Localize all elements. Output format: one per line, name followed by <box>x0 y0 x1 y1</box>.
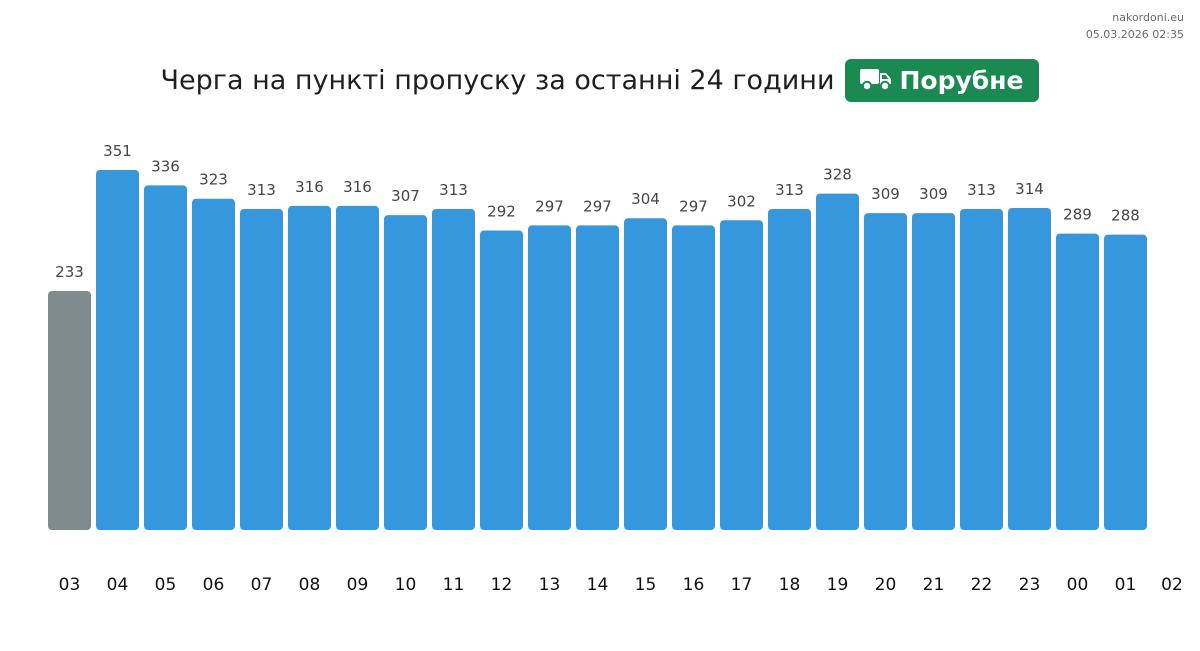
bar-value-label: 233 <box>55 263 84 281</box>
truck-icon <box>859 69 891 92</box>
bar-value-label: 313 <box>247 181 276 199</box>
bar-value-label: 288 <box>1111 207 1140 225</box>
bar-value-label: 314 <box>1015 180 1044 198</box>
bar-19 <box>816 193 859 531</box>
bar-value-label: 289 <box>1063 206 1092 224</box>
x-tick-label: 00 <box>1067 575 1089 595</box>
bars-group <box>48 170 1147 531</box>
x-tick-label: 08 <box>299 575 321 595</box>
x-tick-label: 14 <box>587 575 609 595</box>
x-tick-label: 07 <box>251 575 273 595</box>
x-tick-label: 18 <box>779 575 801 595</box>
bar-value-label: 336 <box>151 157 180 175</box>
x-tick-label: 17 <box>731 575 753 595</box>
bar-value-label: 351 <box>103 142 132 160</box>
x-tick-label: 04 <box>107 575 129 595</box>
bar-01 <box>1104 234 1147 530</box>
x-tick-label: 01 <box>1115 575 1137 595</box>
x-tick-label: 19 <box>827 575 849 595</box>
bar-15 <box>624 218 667 530</box>
bar-value-label: 307 <box>391 187 420 205</box>
bar-03 <box>48 291 91 530</box>
bar-value-label: 297 <box>583 197 612 215</box>
bar-10 <box>384 215 427 530</box>
bar-17 <box>720 220 763 530</box>
x-tick-label: 22 <box>971 575 993 595</box>
bar-value-label: 316 <box>295 178 324 196</box>
bar-23 <box>1008 207 1051 530</box>
bar-20 <box>864 213 907 531</box>
x-tick-label: 20 <box>875 575 897 595</box>
x-tick-label: 05 <box>155 575 177 595</box>
bar-value-label: 302 <box>727 192 756 210</box>
x-tick-label: 09 <box>347 575 369 595</box>
x-tick-label: 23 <box>1019 575 1041 595</box>
bar-value-label: 313 <box>775 181 804 199</box>
bar-value-label: 313 <box>439 181 468 199</box>
bar-11 <box>432 208 475 530</box>
x-tick-label: 21 <box>923 575 945 595</box>
bar-13 <box>528 225 571 530</box>
bar-07 <box>240 208 283 530</box>
x-tick-label: 03 <box>59 575 81 595</box>
bar-value-label: 328 <box>823 166 852 184</box>
bar-14 <box>576 225 619 530</box>
source-site: nakordoni.eu <box>1112 11 1184 24</box>
bar-08 <box>288 205 331 530</box>
x-tick-label: 02 <box>1161 575 1183 595</box>
x-tick-label: 13 <box>539 575 561 595</box>
bar-value-label: 309 <box>919 185 948 203</box>
x-tick-label: 11 <box>443 575 465 595</box>
bar-05 <box>144 185 187 530</box>
bar-18 <box>768 208 811 530</box>
bar-04 <box>96 170 139 530</box>
bar-value-label: 297 <box>535 197 564 215</box>
bar-12 <box>480 230 523 530</box>
chart-title: Черга на пункті пропуску за останні 24 г… <box>160 64 835 96</box>
bar-value-label: 316 <box>343 178 372 196</box>
checkpoint-name: Порубне <box>899 65 1024 95</box>
bar-value-label: 304 <box>631 190 660 208</box>
bar-value-label: 309 <box>871 185 900 203</box>
x-tick-label: 16 <box>683 575 705 595</box>
checkpoint-badge: Порубне <box>844 58 1040 102</box>
source-timestamp: 05.03.2026 02:35 <box>1085 28 1184 41</box>
value-labels-group: 233 351 336 323 313 316 316 307 313 292 297 297 304 2… <box>55 142 1140 281</box>
bar-value-label: 313 <box>967 181 996 199</box>
source-info: nakordoni.eu 05.03.2026 02:35 <box>1086 9 1184 43</box>
x-tick-label: 12 <box>491 575 513 595</box>
x-tick-label: 10 <box>395 575 417 595</box>
bar-16 <box>672 225 715 530</box>
x-axis-labels: 03 04 05 06 07 08 09 10 11 12 13 14 15 16 17 18 19 20 21 22… <box>59 575 1183 595</box>
bar-22 <box>960 208 1003 530</box>
x-tick-label: 15 <box>635 575 657 595</box>
bar-06 <box>192 198 235 530</box>
bar-09 <box>336 205 379 530</box>
bar-00 <box>1056 233 1099 531</box>
chart-header: Черга на пункті пропуску за останні 24 г… <box>0 58 1200 102</box>
bar-21 <box>912 213 955 531</box>
x-tick-label: 06 <box>203 575 225 595</box>
bar-value-label: 323 <box>199 171 228 189</box>
bar-value-label: 297 <box>679 197 708 215</box>
bar-value-label: 292 <box>487 203 516 221</box>
